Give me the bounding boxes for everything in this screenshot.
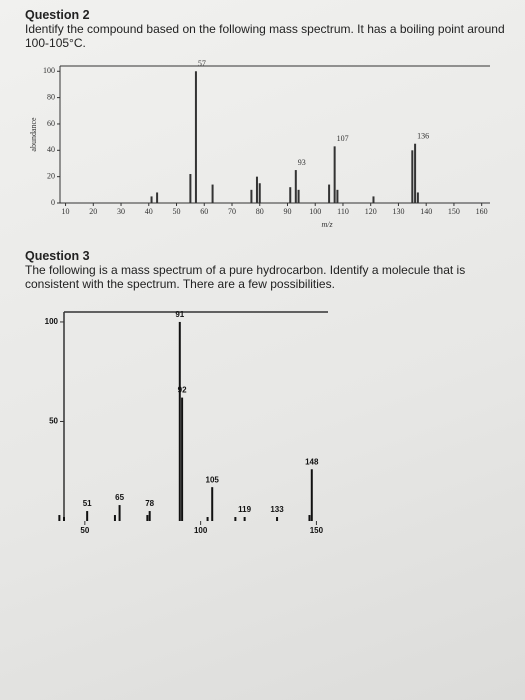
peak bbox=[148, 511, 151, 521]
y-tick-label: 50 bbox=[49, 417, 58, 426]
peak-label: 119 bbox=[238, 505, 251, 514]
peak bbox=[414, 143, 417, 203]
peak-label: 93 bbox=[298, 158, 306, 167]
peak-label: 107 bbox=[337, 134, 349, 143]
x-tick-label: 120 bbox=[365, 207, 377, 216]
question-title: Question 2 bbox=[25, 8, 90, 22]
x-tick-label: 130 bbox=[392, 207, 404, 216]
x-tick-label: 80 bbox=[256, 207, 264, 216]
question-title: Question 3 bbox=[25, 249, 90, 263]
peak bbox=[194, 71, 197, 204]
y-tick-label: 20 bbox=[47, 171, 55, 180]
y-tick-label: 80 bbox=[47, 92, 55, 101]
x-tick-label: 50 bbox=[80, 526, 89, 535]
peak-label: 51 bbox=[83, 499, 92, 508]
peak-label: 92 bbox=[178, 386, 187, 395]
y-tick-label: 100 bbox=[45, 317, 59, 326]
peak bbox=[289, 187, 292, 203]
x-tick-label: 100 bbox=[309, 207, 321, 216]
peak bbox=[150, 196, 153, 203]
peak bbox=[181, 397, 184, 521]
peak-label: 105 bbox=[206, 475, 220, 484]
x-tick-label: 140 bbox=[420, 207, 432, 216]
peak bbox=[113, 515, 116, 521]
y-tick-label: 60 bbox=[47, 119, 55, 128]
peak bbox=[178, 321, 181, 521]
x-tick-label: 30 bbox=[117, 207, 125, 216]
spectrum-2: 50 100 50 100 150 51 65 78 91 92 105 119 133 148 bbox=[45, 310, 328, 535]
y-tick-label: 40 bbox=[47, 145, 55, 154]
peak bbox=[146, 515, 149, 521]
peak bbox=[411, 150, 414, 203]
peak bbox=[258, 183, 261, 203]
x-tick-label: 150 bbox=[448, 207, 460, 216]
peak bbox=[189, 174, 192, 203]
x-tick-label: 50 bbox=[173, 207, 181, 216]
peak bbox=[333, 146, 336, 203]
peak bbox=[255, 176, 258, 203]
peak-label: 78 bbox=[145, 499, 154, 508]
peak-label: 136 bbox=[417, 132, 429, 141]
x-tick-label: 20 bbox=[89, 207, 97, 216]
peak bbox=[328, 184, 331, 203]
peak bbox=[294, 170, 297, 203]
peak bbox=[250, 189, 253, 203]
peak bbox=[118, 505, 121, 521]
y-tick-label: 0 bbox=[51, 198, 55, 207]
x-tick-label: 160 bbox=[476, 207, 488, 216]
peak bbox=[206, 517, 209, 521]
peak bbox=[243, 517, 246, 521]
peak bbox=[63, 517, 65, 521]
x-tick-label: 60 bbox=[200, 207, 208, 216]
peak bbox=[336, 189, 339, 203]
x-tick-label: 150 bbox=[310, 526, 324, 535]
peak bbox=[234, 517, 237, 521]
question-text: Identify the compound based on the follo… bbox=[25, 22, 505, 50]
peak bbox=[211, 487, 214, 521]
peak-label: 91 bbox=[175, 310, 184, 319]
peak bbox=[58, 515, 61, 521]
question: Question 2 Identify the compound based o… bbox=[25, 8, 505, 50]
peak bbox=[416, 192, 419, 203]
x-tick-label: 100 bbox=[194, 526, 208, 535]
x-axis-label: m/z bbox=[321, 220, 333, 229]
y-tick-label: 100 bbox=[43, 66, 55, 75]
x-tick-label: 10 bbox=[62, 207, 70, 216]
peak bbox=[86, 511, 89, 521]
peak bbox=[310, 469, 313, 521]
peak bbox=[211, 184, 214, 203]
x-tick-label: 70 bbox=[228, 207, 236, 216]
peak bbox=[372, 196, 375, 203]
y-axis-label: abundance bbox=[29, 117, 38, 152]
question-text: The following is a mass spectrum of a pu… bbox=[25, 263, 466, 291]
peak bbox=[308, 515, 311, 521]
peak-label: 65 bbox=[115, 493, 124, 502]
peak bbox=[156, 192, 159, 203]
x-tick-label: 110 bbox=[337, 207, 349, 216]
peak-label: 57 bbox=[198, 59, 206, 68]
x-tick-label: 40 bbox=[145, 207, 153, 216]
spectrum-1: 0 20 40 60 80 100 10 20 30 40 50 60 70 80 90 100 110 120 1… bbox=[29, 59, 490, 229]
peak bbox=[276, 517, 279, 521]
peak bbox=[297, 189, 300, 203]
peak-label: 148 bbox=[305, 457, 319, 466]
question: Question 3 The following is a mass spect… bbox=[25, 249, 520, 291]
x-tick-label: 90 bbox=[283, 207, 291, 216]
peak-label: 133 bbox=[270, 505, 284, 514]
